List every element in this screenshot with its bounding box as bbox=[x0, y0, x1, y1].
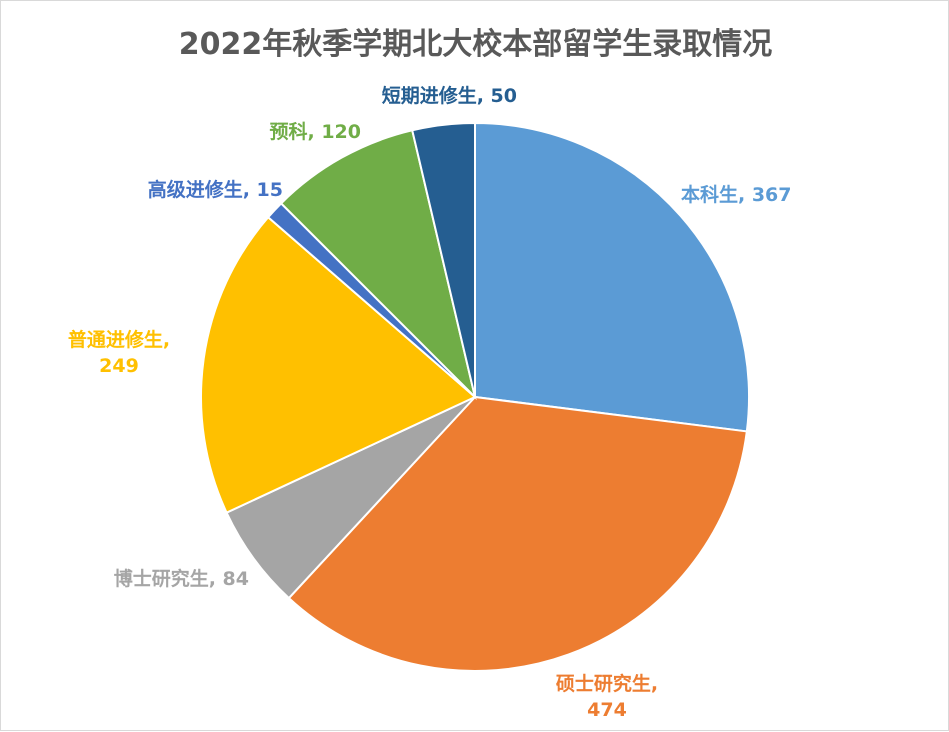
chart-title: 2022年秋季学期北大校本部留学生录取情况 bbox=[178, 27, 773, 62]
data-label-yuke: 预科, 120 bbox=[270, 120, 362, 143]
data-label-shuoshi: 硕士研究生, 474 bbox=[556, 672, 658, 721]
data-label-duanqi-jinxiu: 短期进修生, 50 bbox=[382, 84, 517, 107]
pie-slice-yuke bbox=[279, 129, 477, 401]
data-label-benke: 本科生, 367 bbox=[681, 183, 792, 206]
pie-slice-duanqi-jinxiu bbox=[411, 121, 476, 398]
pie-slice-putong-jinxiu bbox=[200, 215, 477, 514]
data-label-putong-jinxiu: 普通进修生, 249 bbox=[68, 328, 170, 377]
pie-slice-shuoshi bbox=[287, 395, 748, 672]
pie-slice-benke bbox=[474, 121, 750, 433]
data-label-boshi: 博士研究生, 84 bbox=[114, 567, 249, 590]
data-label-gaoji-jinxiu: 高级进修生, 15 bbox=[148, 178, 283, 201]
